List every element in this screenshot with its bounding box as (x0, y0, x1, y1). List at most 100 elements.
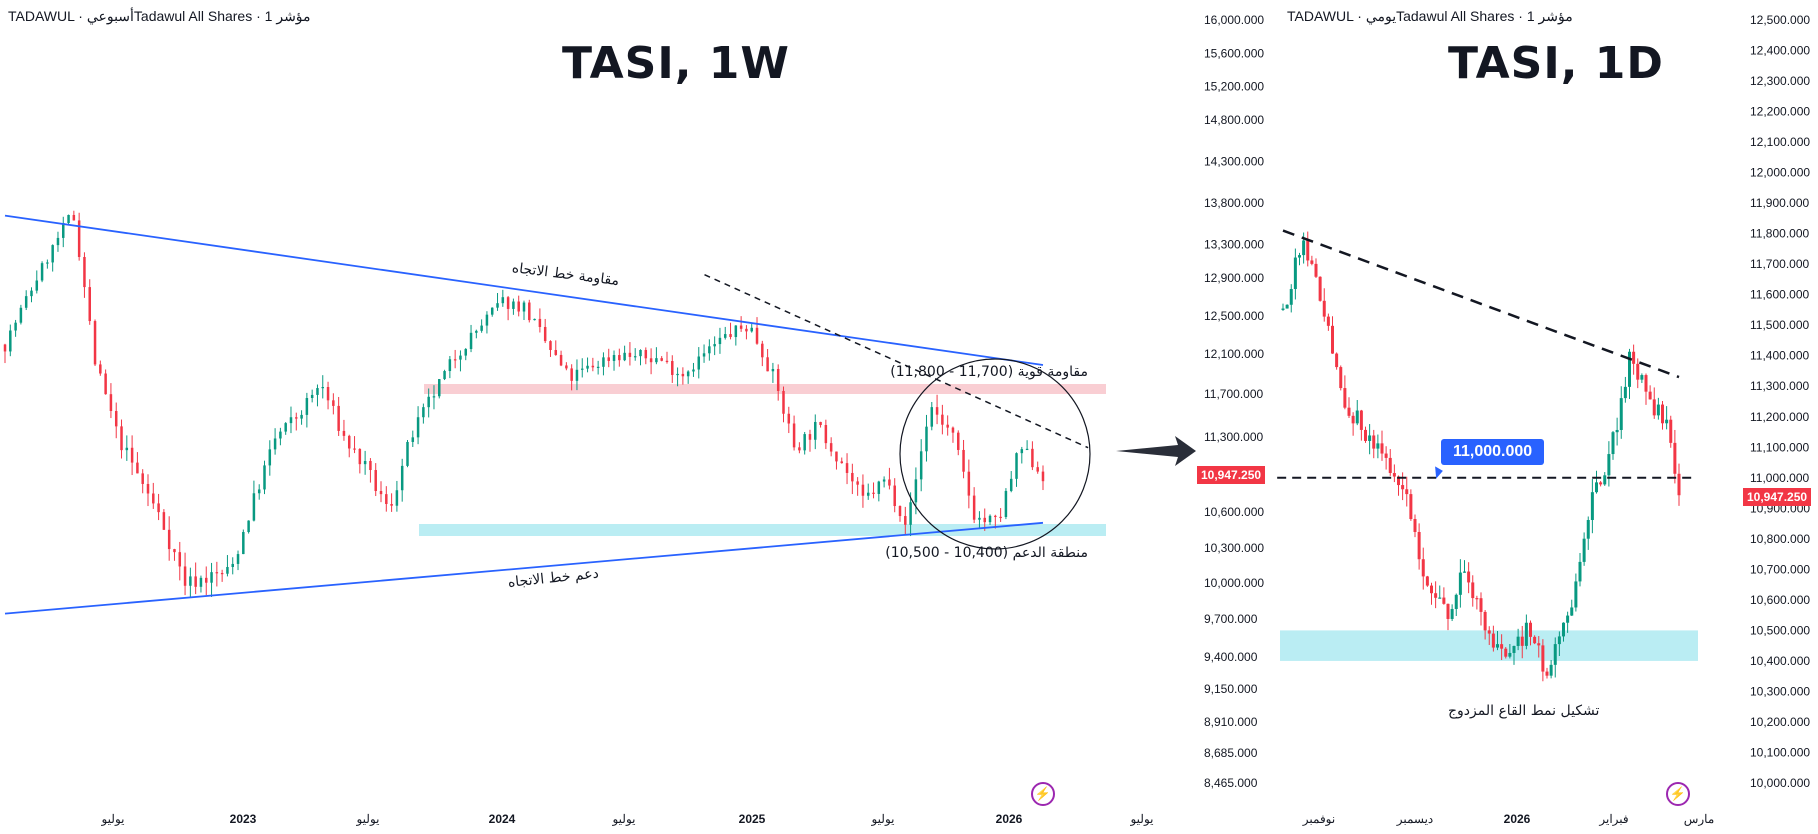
candle-body (1603, 475, 1607, 485)
candle-body (300, 414, 303, 419)
weekly-price-axis[interactable]: 16,000.000 15,600.000 15,200.000 14,800.000… (1204, 13, 1264, 790)
candle-body (1491, 633, 1495, 648)
candle-body (750, 327, 753, 332)
y-tick-label: 13,300.000 (1204, 238, 1264, 252)
candle-body (1438, 597, 1442, 599)
candle-body (1590, 492, 1594, 520)
candle-body (3, 344, 7, 352)
y-tick-label: 11,800.000 (1750, 227, 1809, 241)
candle-body (279, 431, 282, 439)
candle-body (1611, 432, 1615, 455)
candle-body (157, 503, 160, 513)
candle-body (1454, 594, 1458, 609)
daily-time-axis[interactable]: نوفمبر ديسمبر 2026 فبراير مارس (1302, 812, 1715, 826)
level-callout[interactable]: 11,000.000 (1441, 439, 1545, 465)
candle-body (146, 483, 150, 494)
candle-body (1496, 644, 1499, 648)
candle-body (46, 262, 49, 264)
candle-body (459, 355, 462, 360)
candle-body (999, 516, 1002, 519)
daily-plot[interactable] (1277, 229, 1698, 682)
flash-icon[interactable]: ⚡ (1666, 782, 1690, 806)
candle-body (130, 447, 134, 463)
candle-body (914, 479, 918, 503)
candle-body (99, 364, 102, 374)
y-tick-label: 11,600.000 (1750, 288, 1809, 302)
arrow-right-icon (1116, 436, 1196, 466)
candle-body (1524, 622, 1528, 646)
candle-body (109, 394, 113, 411)
daily-price-axis[interactable]: 12,500.000 12,400.000 12,300.000 12,200.000… (1750, 13, 1810, 790)
candle-body (490, 307, 494, 315)
y-tick-label: 12,500.000 (1750, 13, 1810, 27)
candle-body (618, 355, 621, 361)
candle-body (1570, 607, 1574, 616)
candle-body (1644, 375, 1648, 392)
candle-body (1384, 453, 1388, 458)
candle-body (1574, 581, 1578, 608)
candle-body (1430, 585, 1433, 594)
candle-body (189, 576, 192, 586)
y-tick-label: 10,200.000 (1750, 715, 1810, 729)
candle-body (62, 223, 65, 238)
candle-body (263, 465, 266, 490)
y-tick-label: 12,900.000 (1204, 271, 1264, 285)
candle-body (226, 566, 229, 574)
candle-body (469, 332, 473, 350)
weekly-plot[interactable] (3, 210, 1106, 615)
candle-body (1599, 482, 1603, 485)
candle-body (808, 434, 812, 440)
candle-body (1036, 467, 1039, 472)
candle-body (581, 368, 584, 370)
candle-body (1388, 457, 1392, 474)
y-tick-label: 11,000.000 (1750, 471, 1809, 485)
candle-body (729, 334, 732, 338)
candle-body (1004, 490, 1008, 517)
candle-body (1520, 636, 1524, 646)
candle-body (840, 461, 843, 464)
candle-body (1458, 572, 1462, 595)
x-tick-label: يوليو (100, 812, 124, 826)
daily-chart-title: TASI, 1D (1448, 38, 1664, 89)
y-tick-label: 12,400.000 (1750, 44, 1810, 58)
candle-body (1632, 351, 1636, 364)
candle-body (1351, 415, 1355, 424)
candle-body (925, 426, 928, 452)
x-tick-label: يوليو (611, 812, 635, 826)
candle-body (1302, 240, 1306, 256)
candle-body (776, 368, 780, 391)
candle-body (167, 529, 171, 550)
candle-body (1615, 429, 1619, 433)
candle-body (676, 373, 679, 376)
candle-body (347, 435, 351, 449)
candle-body (104, 373, 107, 395)
candle-body (268, 449, 272, 466)
trendline-support (4, 521, 1044, 615)
candle-body (967, 471, 971, 496)
candle-body (538, 318, 542, 327)
weekly-header: TADAWUL · أسبوعيTadawul All Shares · مؤش… (8, 8, 311, 24)
candle-body (35, 280, 39, 291)
candle-body (9, 330, 12, 352)
candle-body (1582, 538, 1586, 562)
weekly-time-axis[interactable]: يوليو 2023 يوليو 2024 يوليو 2025 يوليو 2026 يولي… (100, 812, 1153, 826)
candle-body (1359, 410, 1363, 430)
candle-body (723, 334, 727, 338)
candle-body (792, 423, 796, 448)
candle-body (1450, 608, 1454, 619)
double-bottom-label: تشكيل نمط القاع المزدوج (1448, 703, 1600, 719)
candle-body (1652, 399, 1656, 416)
candle-body (284, 423, 287, 432)
candle-body (829, 443, 833, 452)
y-tick-label: 11,300.000 (1750, 379, 1809, 393)
candle-body (935, 407, 939, 415)
candle-body (951, 427, 955, 433)
y-tick-label: 10,300.000 (1750, 684, 1810, 698)
candle-body (1665, 419, 1669, 424)
candle-body (1471, 582, 1475, 599)
candle-body (1619, 398, 1623, 430)
flash-icon[interactable]: ⚡ (1031, 782, 1055, 806)
trendline-resistance (4, 214, 1044, 366)
candle-body (353, 448, 356, 450)
